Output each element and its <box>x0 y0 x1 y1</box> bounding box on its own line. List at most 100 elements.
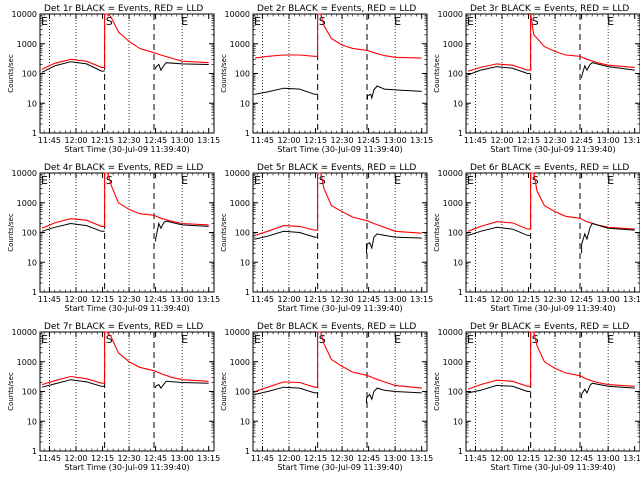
y-tick-label: 1 <box>245 288 250 297</box>
panel-title: Det 8r BLACK = Events, RED = LLD <box>257 322 416 332</box>
interval-marker-label: S <box>319 15 326 28</box>
interval-marker-label: E <box>394 174 401 187</box>
interval-marker-label: S <box>106 333 113 346</box>
x-tick-label: 12:00 <box>277 295 300 304</box>
y-tick-label: 10000 <box>438 328 463 337</box>
x-tick-label: 12:30 <box>118 454 141 463</box>
y-tick-label: 10 <box>27 417 37 426</box>
x-axis-label: Start Time (30-Jul-09 11:39:40) <box>277 145 402 154</box>
x-tick-label: 13:00 <box>597 454 620 463</box>
x-tick-label: 12:30 <box>331 136 354 145</box>
y-axis-label: Counts/sec <box>7 372 15 411</box>
x-tick-label: 13:15 <box>197 295 220 304</box>
y-tick-label: 100 <box>448 70 463 79</box>
interval-marker-label: E <box>181 174 188 187</box>
y-tick-label: 100 <box>448 388 463 397</box>
y-tick-label: 100 <box>22 388 37 397</box>
x-tick-label: 13:00 <box>597 136 620 145</box>
x-tick-label: 12:15 <box>91 136 114 145</box>
y-tick-label: 1 <box>32 129 37 138</box>
x-tick-label: 13:00 <box>171 454 194 463</box>
interval-marker-label: S <box>319 333 326 346</box>
lld-series-line <box>41 13 209 70</box>
y-tick-label: 1000 <box>443 40 463 49</box>
x-tick-label: 11:45 <box>251 295 274 304</box>
panel-title: Det 9r BLACK = Events, RED = LLD <box>470 322 629 332</box>
x-tick-label: 12:45 <box>357 136 380 145</box>
y-tick-label: 1 <box>32 288 37 297</box>
y-tick-label: 10 <box>453 417 463 426</box>
x-tick-label: 12:00 <box>277 454 300 463</box>
x-axis-label: Start Time (30-Jul-09 11:39:40) <box>490 145 615 154</box>
y-axis-label: Counts/sec <box>7 54 15 93</box>
interval-marker-label: S <box>106 15 113 28</box>
y-axis-label: Counts/sec <box>7 213 15 252</box>
x-tick-label: 12:30 <box>544 136 567 145</box>
x-axis-label: Start Time (30-Jul-09 11:39:40) <box>490 463 615 472</box>
lld-series-line <box>467 13 635 72</box>
interval-marker-label: E <box>467 15 474 28</box>
x-tick-label: 13:15 <box>623 136 640 145</box>
x-tick-label: 13:15 <box>197 136 220 145</box>
y-axis-label: Counts/sec <box>220 372 228 411</box>
interval-marker-label: E <box>394 333 401 346</box>
events-series-line <box>467 382 635 399</box>
y-tick-label: 1 <box>245 129 250 138</box>
y-tick-label: 10000 <box>12 328 37 337</box>
x-tick-label: 12:30 <box>544 295 567 304</box>
y-tick-label: 100 <box>235 70 250 79</box>
y-tick-label: 10000 <box>225 10 250 19</box>
panel-title: Det 2r BLACK = Events, RED = LLD <box>257 4 416 14</box>
x-tick-label: 12:00 <box>64 295 87 304</box>
x-tick-label: 11:45 <box>38 295 61 304</box>
y-tick-label: 1 <box>32 447 37 456</box>
interval-marker-label: E <box>254 174 261 187</box>
x-tick-label: 12:30 <box>331 454 354 463</box>
x-tick-label: 11:45 <box>464 454 487 463</box>
panel-title: Det 6r BLACK = Events, RED = LLD <box>470 163 629 173</box>
plot-frame <box>465 172 640 293</box>
x-axis-label: Start Time (30-Jul-09 11:39:40) <box>277 463 402 472</box>
y-axis-label: Counts/sec <box>433 372 441 411</box>
y-tick-label: 10 <box>27 99 37 108</box>
x-tick-label: 12:15 <box>91 295 114 304</box>
interval-marker-label: E <box>607 174 614 187</box>
x-tick-label: 11:45 <box>251 454 274 463</box>
y-tick-label: 100 <box>235 229 250 238</box>
plot-frame <box>465 13 640 134</box>
x-tick-label: 13:00 <box>384 136 407 145</box>
lld-series-line <box>254 331 422 393</box>
y-tick-label: 1 <box>458 288 463 297</box>
y-tick-label: 10000 <box>438 10 463 19</box>
plot-frame <box>39 172 215 293</box>
y-tick-label: 10 <box>240 417 250 426</box>
x-axis-label: Start Time (30-Jul-09 11:39:40) <box>277 304 402 313</box>
interval-marker-label: E <box>607 333 614 346</box>
y-tick-label: 10000 <box>12 169 37 178</box>
x-tick-label: 12:15 <box>517 454 540 463</box>
x-tick-label: 12:00 <box>490 136 513 145</box>
x-axis-label: Start Time (30-Jul-09 11:39:40) <box>64 145 189 154</box>
y-tick-label: 1000 <box>17 40 37 49</box>
x-tick-label: 13:15 <box>623 454 640 463</box>
interval-marker-label: E <box>41 333 48 346</box>
panel-title: Det 5r BLACK = Events, RED = LLD <box>257 163 416 173</box>
x-tick-label: 13:00 <box>171 136 194 145</box>
x-tick-label: 12:15 <box>91 454 114 463</box>
interval-marker-label: E <box>607 15 614 28</box>
x-tick-label: 11:45 <box>464 136 487 145</box>
y-tick-label: 1 <box>245 447 250 456</box>
x-tick-label: 12:00 <box>64 136 87 145</box>
y-tick-label: 10 <box>240 258 250 267</box>
y-tick-label: 10 <box>453 258 463 267</box>
plot-frame <box>252 13 428 134</box>
x-tick-label: 13:00 <box>384 295 407 304</box>
interval-marker-label: E <box>467 333 474 346</box>
x-tick-label: 12:15 <box>304 295 327 304</box>
x-tick-label: 12:00 <box>64 454 87 463</box>
y-axis-label: Counts/sec <box>220 213 228 252</box>
x-tick-label: 13:00 <box>171 295 194 304</box>
interval-marker-label: E <box>41 174 48 187</box>
x-tick-label: 12:30 <box>331 295 354 304</box>
